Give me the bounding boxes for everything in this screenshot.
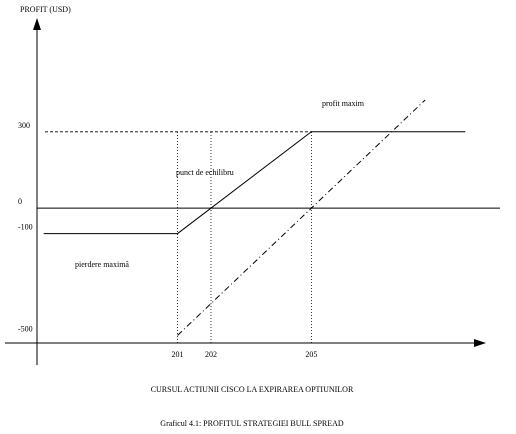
- x-tick-label: 201: [172, 350, 184, 359]
- annotation: pierdere maximă: [75, 260, 129, 269]
- y-tick-label: -500: [18, 324, 33, 333]
- y-axis-arrow: [33, 18, 41, 30]
- y-tick-label: 0: [18, 197, 22, 206]
- y-axis-title: PROFIT (USD): [20, 5, 71, 14]
- series-line: [177, 99, 426, 336]
- y-tick-label: -100: [18, 223, 33, 232]
- x-tick-label: 202: [205, 350, 217, 359]
- caption: Graficul 4.1: PROFITUL STRATEGIEI BULL S…: [160, 419, 344, 428]
- series-line: [43, 131, 466, 235]
- annotation: punct de echilibru: [176, 168, 234, 177]
- x-tick-label: 205: [305, 350, 317, 359]
- x-axis-arrow: [474, 339, 486, 347]
- x-axis-title: CURSUL ACTIUNII CISCO LA EXPIRAREA OPTIU…: [151, 385, 354, 394]
- annotation: profit maxim: [322, 99, 365, 108]
- y-tick-label: 300: [18, 121, 30, 130]
